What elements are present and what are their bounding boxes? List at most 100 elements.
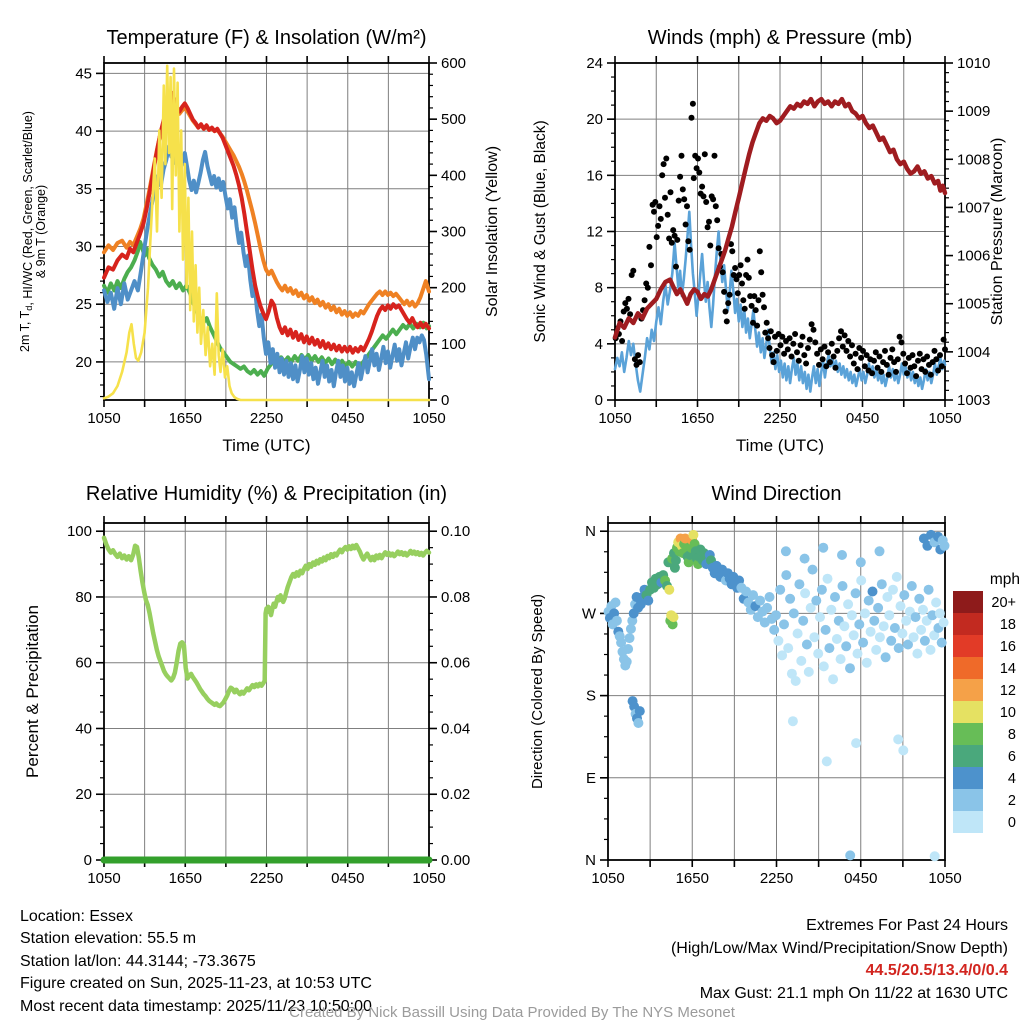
svg-text:20: 20 bbox=[75, 786, 92, 803]
svg-text:2250: 2250 bbox=[250, 410, 283, 427]
svg-text:200: 200 bbox=[441, 280, 466, 297]
svg-text:12: 12 bbox=[1000, 683, 1016, 699]
speed-colorbar: mph 20+ 18 16 14 12 10 8 6 4 2 0 bbox=[953, 571, 1020, 833]
svg-text:1050: 1050 bbox=[87, 870, 120, 887]
chart-title: Wind Direction bbox=[711, 483, 841, 505]
svg-text:0.10: 0.10 bbox=[441, 523, 470, 540]
figure-created: Figure created on Sun, 2025-11-23, at 10… bbox=[20, 975, 372, 993]
svg-text:2250: 2250 bbox=[763, 410, 796, 427]
series-sonic-wind bbox=[613, 210, 947, 393]
svg-text:1050: 1050 bbox=[412, 870, 445, 887]
svg-text:S: S bbox=[586, 688, 596, 705]
station-latlon: Station lat/lon: 44.3144; -73.3675 bbox=[20, 952, 256, 970]
y-axis-label-right: Solar Insolation (Yellow) bbox=[484, 146, 501, 317]
svg-text:6: 6 bbox=[1008, 749, 1016, 765]
svg-text:30: 30 bbox=[75, 239, 92, 256]
y-axis-label-left: Percent & Precipitation bbox=[23, 605, 42, 778]
svg-text:2250: 2250 bbox=[250, 870, 283, 887]
svg-text:0.04: 0.04 bbox=[441, 720, 470, 737]
series-relative-humidity bbox=[101, 535, 432, 709]
data-timestamp: Most recent data timestamp: 2025/11/23 1… bbox=[20, 997, 372, 1015]
svg-text:600: 600 bbox=[441, 55, 466, 72]
extremes-subtitle: (High/Low/Max Wind/Precipitation/Snow De… bbox=[670, 939, 1008, 957]
svg-text:16: 16 bbox=[1000, 639, 1016, 655]
series-solar-insolation bbox=[102, 64, 431, 402]
chart-title: Winds (mph) & Pressure (mb) bbox=[648, 27, 913, 49]
svg-text:1650: 1650 bbox=[169, 870, 202, 887]
svg-text:45: 45 bbox=[75, 65, 92, 82]
svg-text:1005: 1005 bbox=[957, 296, 990, 313]
svg-text:0: 0 bbox=[84, 852, 92, 869]
svg-text:4: 4 bbox=[1008, 771, 1016, 787]
svg-text:1008: 1008 bbox=[957, 151, 990, 168]
series-wind-direction-dots bbox=[603, 529, 950, 862]
station-elevation: Station elevation: 55.5 m bbox=[20, 930, 197, 948]
svg-text:4: 4 bbox=[595, 336, 603, 353]
svg-text:1650: 1650 bbox=[681, 410, 714, 427]
svg-text:16: 16 bbox=[586, 167, 603, 184]
extremes-values: 44.5/20.5/13.4/0/0.4 bbox=[865, 962, 1008, 979]
station-info: Location: Essex Station elevation: 55.5 … bbox=[20, 906, 372, 1018]
y-axis-label-right: Station Pressure (Maroon) bbox=[989, 138, 1006, 326]
grid bbox=[103, 63, 430, 400]
max-gust: Max Gust: 21.1 mph On 11/22 at 1630 UTC bbox=[699, 984, 1008, 1002]
chart-title: Temperature (F) & Insolation (W/m²) bbox=[106, 27, 426, 49]
svg-text:1003: 1003 bbox=[957, 392, 990, 409]
y-axis-label-left: 2m T, Td, HI/WC (Red, Green, Scarlet/Blu… bbox=[18, 111, 35, 352]
svg-text:40: 40 bbox=[75, 720, 92, 737]
svg-text:500: 500 bbox=[441, 111, 466, 128]
svg-text:20+: 20+ bbox=[991, 595, 1016, 611]
series-9m-temperature bbox=[102, 99, 431, 319]
svg-text:0450: 0450 bbox=[846, 410, 879, 427]
svg-text:400: 400 bbox=[441, 167, 466, 184]
svg-text:1006: 1006 bbox=[957, 248, 990, 265]
svg-text:300: 300 bbox=[441, 224, 466, 241]
series-wind-gusts bbox=[612, 100, 948, 380]
svg-text:100: 100 bbox=[441, 336, 466, 353]
chart-temperature-insolation: 1050 1650 2250 0450 1050 20 25 30 35 40 45 0 100 200 3… bbox=[18, 27, 501, 455]
svg-text:100: 100 bbox=[67, 523, 92, 540]
svg-text:1650: 1650 bbox=[676, 870, 709, 887]
axes: 1050 1650 2250 0450 105004812162024100310041… bbox=[586, 55, 990, 427]
extremes-title: Extremes For Past 24 Hours bbox=[806, 917, 1008, 934]
svg-text:N: N bbox=[585, 852, 596, 869]
svg-text:1050: 1050 bbox=[928, 870, 961, 887]
svg-text:0: 0 bbox=[441, 392, 449, 409]
svg-text:E: E bbox=[586, 770, 596, 787]
svg-text:0.08: 0.08 bbox=[441, 589, 470, 606]
axes: 1050 1650 2250 0450 1050 20 25 30 35 40 45 0 100 200 3… bbox=[75, 55, 466, 427]
svg-text:0.02: 0.02 bbox=[441, 786, 470, 803]
svg-text:60: 60 bbox=[75, 655, 92, 672]
grid bbox=[103, 523, 430, 861]
svg-text:0.00: 0.00 bbox=[441, 852, 470, 869]
svg-text:W: W bbox=[582, 605, 597, 622]
station-location: Location: Essex bbox=[20, 908, 133, 925]
colorbar-title: mph bbox=[990, 571, 1020, 588]
svg-text:1010: 1010 bbox=[957, 55, 990, 72]
svg-text:0450: 0450 bbox=[844, 870, 877, 887]
svg-text:35: 35 bbox=[75, 181, 92, 198]
svg-text:10: 10 bbox=[1000, 705, 1016, 721]
axes: 1050 1650 2250 0450 10500204060801000.000.02… bbox=[67, 516, 470, 887]
svg-text:2250: 2250 bbox=[760, 870, 793, 887]
svg-text:12: 12 bbox=[586, 224, 603, 241]
svg-text:40: 40 bbox=[75, 123, 92, 140]
y-axis-label-left: Direction (Colored By Speed) bbox=[529, 594, 546, 789]
series-dew-point bbox=[102, 239, 431, 378]
chart-title: Relative Humidity (%) & Precipitation (i… bbox=[86, 483, 447, 505]
svg-text:25: 25 bbox=[75, 296, 92, 313]
chart-humidity-precipitation: 1050 1650 2250 0450 10500204060801000.000.02… bbox=[23, 483, 470, 887]
svg-text:20: 20 bbox=[586, 111, 603, 128]
svg-text:14: 14 bbox=[1000, 661, 1016, 677]
credit-line: Created By Nick Bassill Using Data Provi… bbox=[289, 1004, 735, 1021]
y-axis-label-left: Sonic Wind & Gust (Blue, Black) bbox=[532, 120, 549, 342]
svg-text:0450: 0450 bbox=[331, 870, 364, 887]
series-station-pressure bbox=[612, 96, 948, 340]
svg-text:8: 8 bbox=[595, 280, 603, 297]
svg-text:20: 20 bbox=[75, 354, 92, 371]
x-axis-label: Time (UTC) bbox=[736, 436, 824, 455]
svg-text:0: 0 bbox=[595, 392, 603, 409]
svg-text:1009: 1009 bbox=[957, 103, 990, 120]
